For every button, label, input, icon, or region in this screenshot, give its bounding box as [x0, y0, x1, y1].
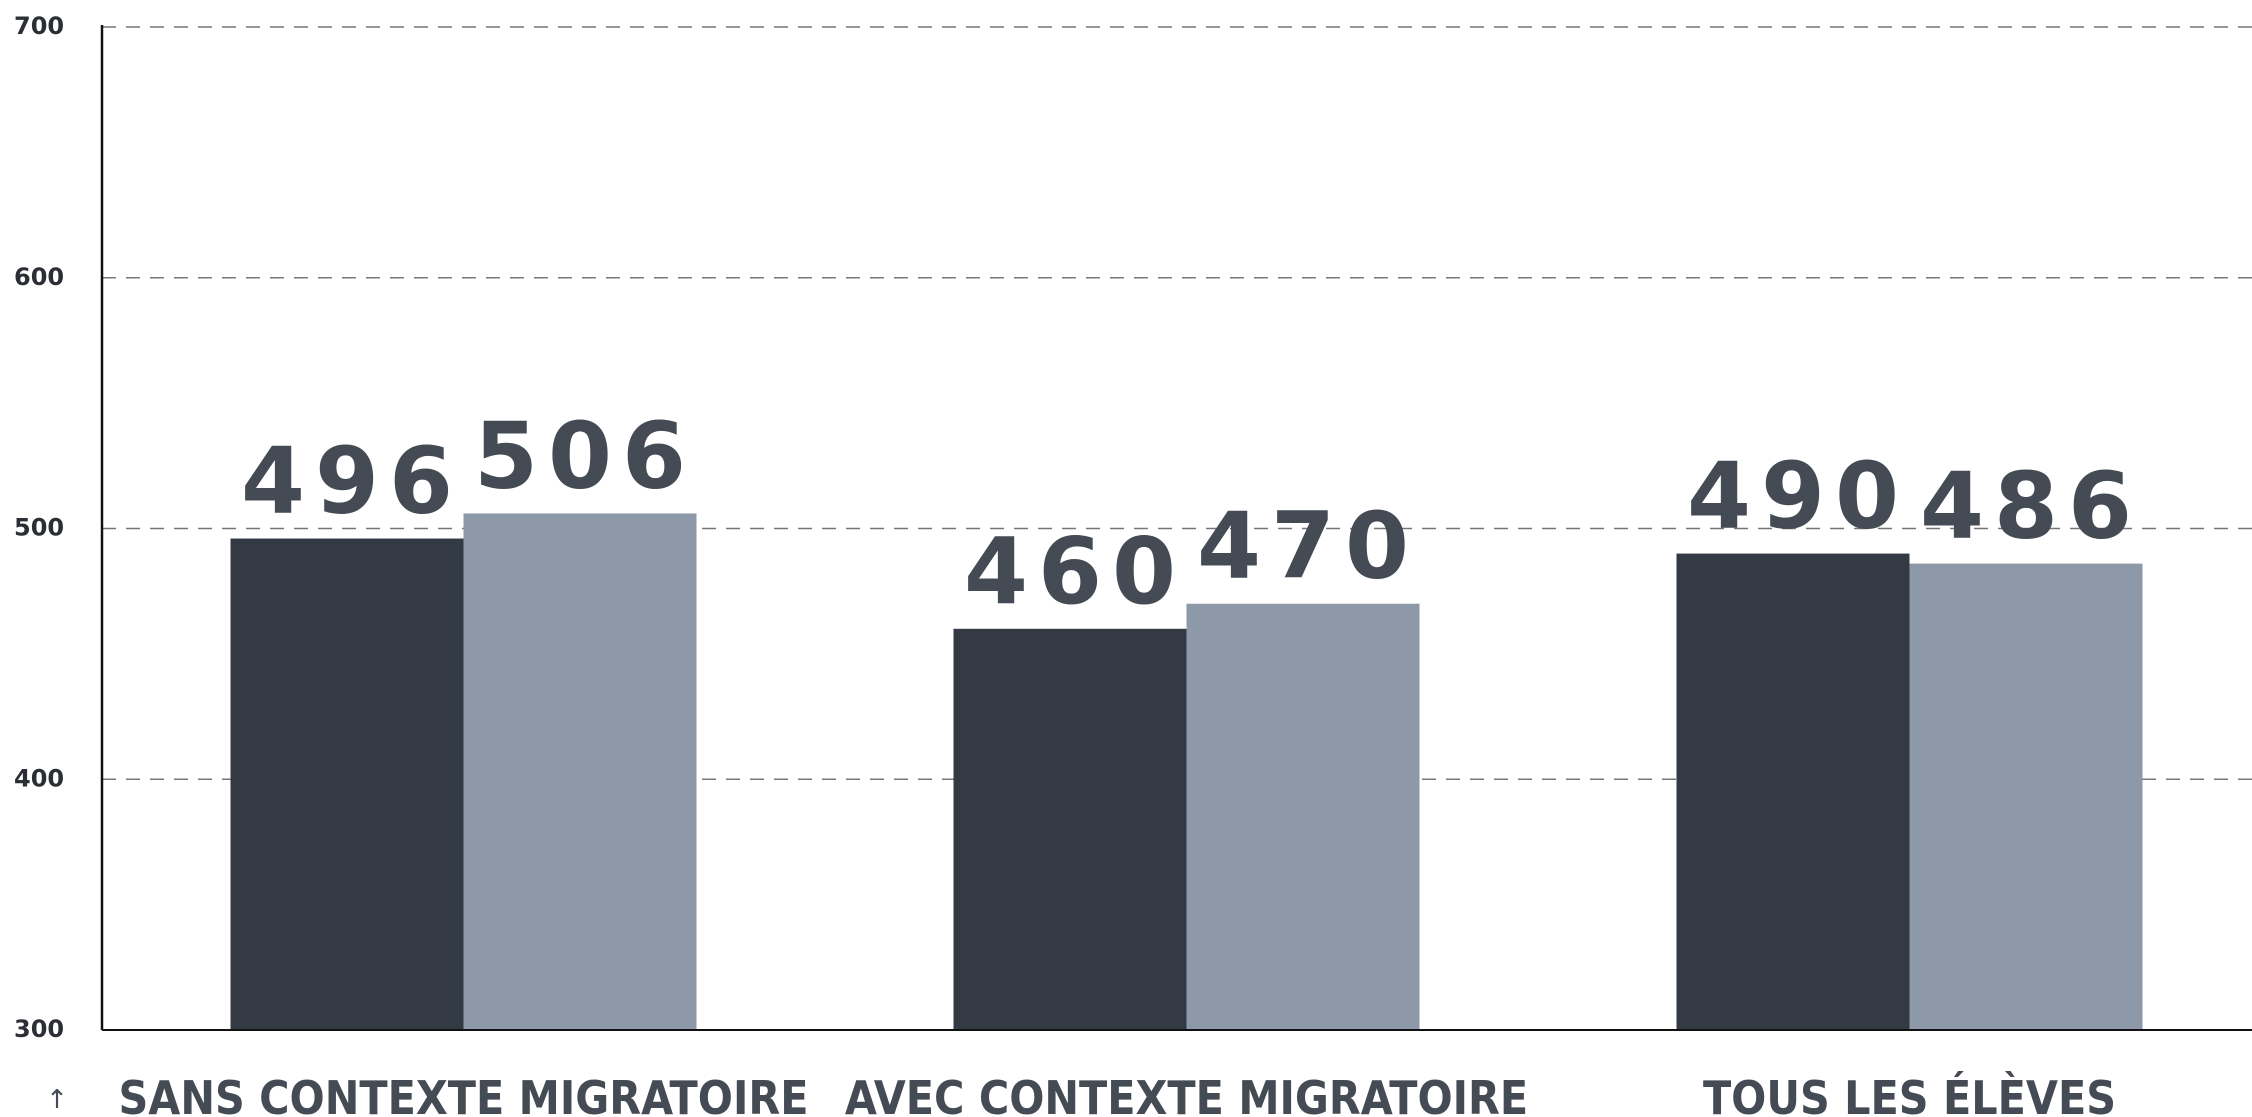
- bar: [1909, 563, 2143, 1030]
- bar: [1676, 553, 1910, 1030]
- arrow-icon: ↑: [46, 1085, 68, 1115]
- x-tick-label: SANS CONTEXTE MIGRATOIRE: [119, 1071, 809, 1117]
- value-label: 486: [1920, 453, 2142, 560]
- value-label: 470: [1197, 493, 1419, 600]
- y-tick-label: 600: [14, 263, 64, 291]
- bar: [953, 628, 1187, 1030]
- y-tick-label: 400: [14, 764, 64, 792]
- bar: [1186, 603, 1420, 1030]
- bar: [230, 538, 464, 1030]
- value-label: 496: [241, 428, 463, 535]
- x-tick-label: TOUS LES ÉLÈVES: [1703, 1071, 2116, 1117]
- value-label: 460: [964, 518, 1186, 625]
- x-tick-label: AVEC CONTEXTE MIGRATOIRE: [845, 1071, 1528, 1117]
- value-label: 490: [1687, 443, 1909, 550]
- value-label: 506: [474, 402, 696, 509]
- y-tick-label: 500: [14, 514, 64, 542]
- y-tick-label: 700: [14, 12, 64, 40]
- y-tick-label: 300: [14, 1015, 64, 1043]
- bar: [463, 513, 697, 1030]
